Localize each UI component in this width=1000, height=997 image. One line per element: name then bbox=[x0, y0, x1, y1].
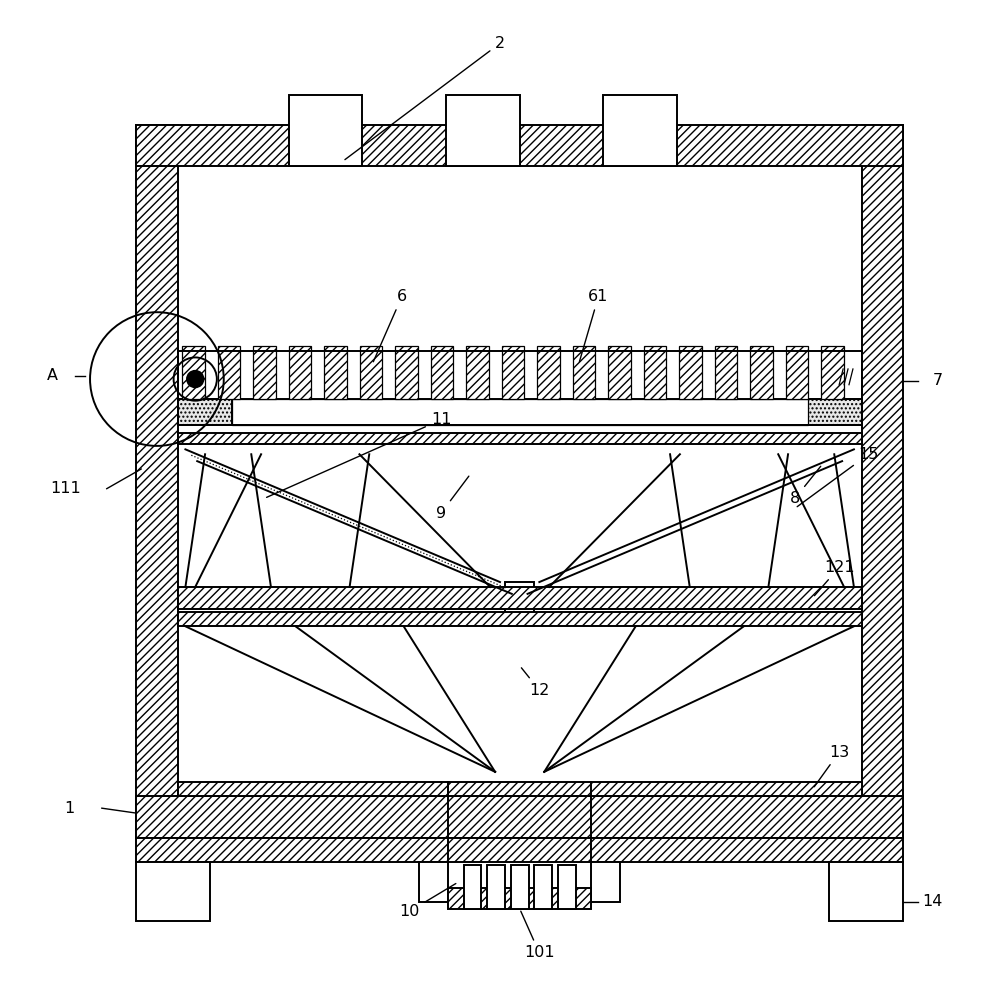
Bar bbox=[534, 865, 552, 908]
Bar bbox=[178, 433, 862, 445]
Bar bbox=[289, 346, 311, 399]
Circle shape bbox=[187, 371, 203, 387]
Bar bbox=[511, 865, 529, 908]
Text: 121: 121 bbox=[814, 560, 854, 595]
Bar bbox=[431, 346, 453, 399]
Text: 15: 15 bbox=[797, 447, 879, 506]
Bar bbox=[178, 399, 232, 425]
Bar bbox=[464, 865, 481, 908]
Bar bbox=[446, 96, 520, 166]
Text: 111: 111 bbox=[50, 482, 81, 497]
Bar bbox=[715, 346, 737, 399]
Bar bbox=[603, 96, 677, 166]
Text: 1: 1 bbox=[64, 801, 75, 816]
Bar bbox=[505, 582, 534, 626]
Bar bbox=[136, 125, 178, 837]
Text: 101: 101 bbox=[521, 911, 555, 960]
Text: 8: 8 bbox=[790, 467, 821, 506]
Text: 12: 12 bbox=[521, 668, 550, 698]
Text: 2: 2 bbox=[345, 36, 505, 160]
Bar bbox=[419, 862, 448, 901]
Bar bbox=[136, 862, 210, 921]
Bar bbox=[750, 346, 773, 399]
Bar bbox=[558, 865, 576, 908]
Bar bbox=[573, 346, 595, 399]
Text: 11: 11 bbox=[267, 413, 451, 498]
Bar bbox=[679, 346, 702, 399]
Bar bbox=[466, 346, 489, 399]
Text: 7: 7 bbox=[932, 373, 943, 388]
Bar bbox=[862, 125, 903, 837]
Bar bbox=[324, 346, 347, 399]
Text: 6: 6 bbox=[373, 289, 407, 362]
Bar bbox=[829, 862, 903, 921]
Bar bbox=[232, 399, 808, 425]
Bar bbox=[178, 611, 862, 626]
Bar bbox=[608, 346, 631, 399]
Bar bbox=[178, 782, 862, 797]
Bar bbox=[591, 862, 620, 901]
Bar bbox=[218, 346, 240, 399]
Bar bbox=[502, 346, 524, 399]
Bar bbox=[537, 346, 560, 399]
Bar bbox=[253, 346, 276, 399]
Text: A: A bbox=[47, 368, 58, 383]
Text: 61: 61 bbox=[579, 289, 608, 362]
Bar bbox=[136, 797, 903, 837]
Bar bbox=[136, 837, 903, 862]
Bar bbox=[360, 346, 382, 399]
Bar bbox=[136, 125, 903, 166]
Text: 13: 13 bbox=[814, 745, 849, 787]
Bar bbox=[289, 96, 362, 166]
Bar bbox=[644, 346, 666, 399]
Bar bbox=[808, 399, 862, 425]
Text: 10: 10 bbox=[399, 883, 456, 919]
Bar bbox=[182, 346, 205, 399]
Text: 9: 9 bbox=[436, 477, 469, 520]
Text: 14: 14 bbox=[922, 894, 943, 909]
Bar bbox=[395, 346, 418, 399]
Bar bbox=[448, 888, 591, 908]
Bar bbox=[178, 587, 862, 608]
Bar bbox=[786, 346, 808, 399]
Bar bbox=[487, 865, 505, 908]
Bar bbox=[821, 346, 844, 399]
